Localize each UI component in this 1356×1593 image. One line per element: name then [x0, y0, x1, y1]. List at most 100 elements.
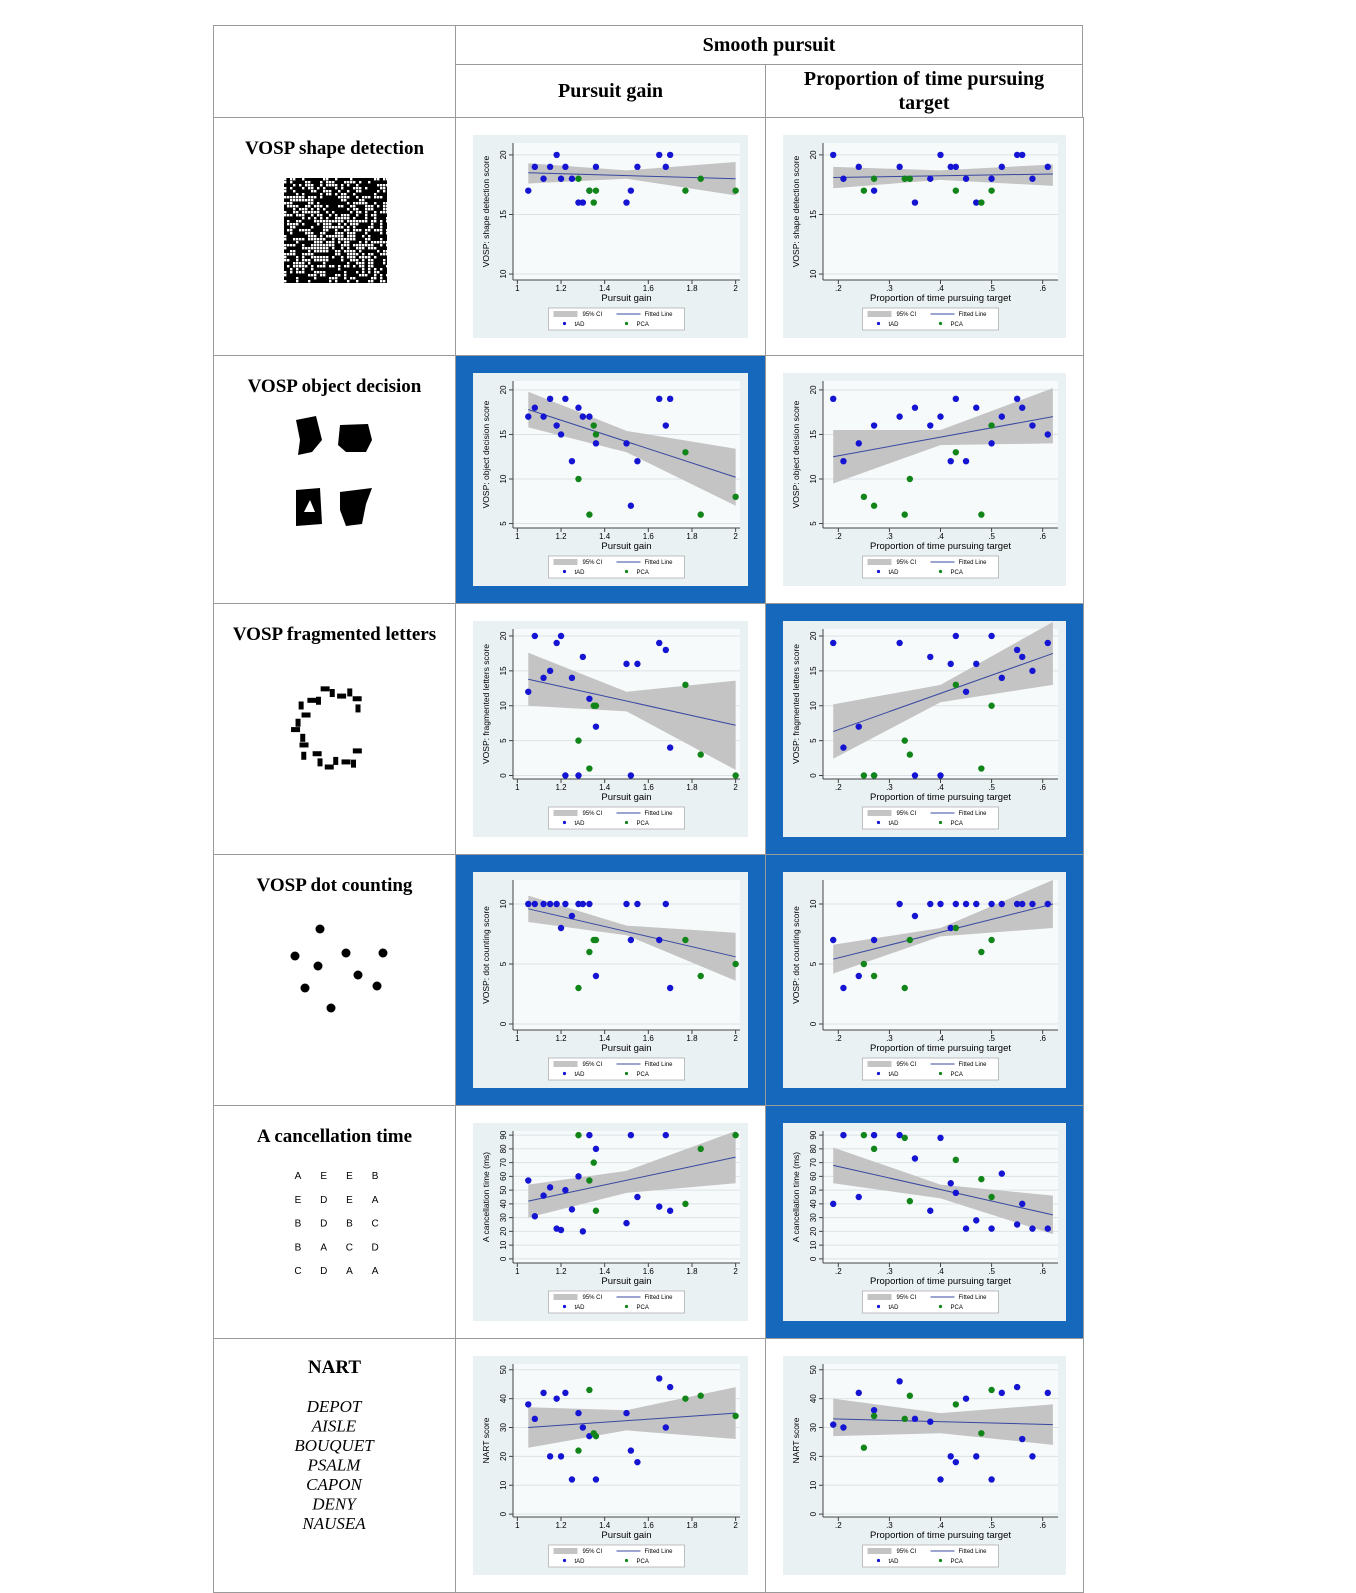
data-point	[540, 1192, 546, 1198]
data-point	[656, 152, 662, 158]
data-point	[988, 1476, 994, 1482]
x-tick-label: .6	[1039, 284, 1046, 293]
y-tick-label: 10	[499, 269, 508, 278]
legend-swatch	[877, 1559, 880, 1562]
data-point	[999, 1390, 1005, 1396]
data-point	[628, 187, 634, 193]
legend-label: Fitted Line	[959, 560, 988, 566]
data-point	[593, 1433, 599, 1439]
data-point	[540, 675, 546, 681]
y-tick-label: 10	[809, 474, 818, 483]
data-point	[896, 1378, 902, 1384]
data-point	[575, 1447, 581, 1453]
data-point	[1045, 901, 1051, 907]
data-point	[1019, 152, 1025, 158]
data-point	[978, 949, 984, 955]
data-point	[1045, 431, 1051, 437]
data-point	[937, 413, 943, 419]
y-axis-label: VOSP: shape detection score	[791, 155, 801, 267]
x-tick-label: .6	[1039, 1034, 1046, 1043]
data-point	[953, 633, 959, 639]
chart-cell: 0102030405011.21.41.61.82Pursuit gainNAR…	[455, 1338, 766, 1593]
x-tick-label: 1.2	[555, 783, 567, 792]
y-tick-label: 50	[499, 1365, 508, 1374]
data-point	[912, 913, 918, 919]
data-point	[1019, 405, 1025, 411]
data-point	[1029, 901, 1035, 907]
legend-swatch	[563, 1072, 566, 1075]
x-tick-label: 1.8	[686, 783, 698, 792]
y-tick-label: 10	[809, 1240, 818, 1249]
x-tick-label: 1.6	[643, 1521, 655, 1530]
chart-cell: 10152011.21.41.61.82Pursuit gainVOSP: sh…	[455, 117, 766, 356]
data-point	[525, 1401, 531, 1407]
data-point	[667, 396, 673, 402]
plot-area	[823, 143, 1058, 280]
legend-label: tAD	[575, 821, 586, 827]
scatter-chart: 010203040506070809011.21.41.61.82Pursuit…	[456, 1106, 765, 1338]
data-point	[525, 689, 531, 695]
data-point	[525, 187, 531, 193]
data-point	[871, 1146, 877, 1152]
data-point	[963, 176, 969, 182]
x-tick-label: .5	[988, 1267, 995, 1276]
data-point	[525, 901, 531, 907]
legend-label: 95% CI	[583, 1295, 603, 1301]
y-axis-label: A cancellation time (ms)	[481, 1152, 491, 1242]
x-tick-label: .3	[886, 783, 893, 792]
data-point	[540, 901, 546, 907]
x-tick-label: 1.2	[555, 532, 567, 541]
legend-label: 95% CI	[583, 811, 603, 817]
data-point	[978, 199, 984, 205]
x-tick-label: 1	[515, 1521, 520, 1530]
y-tick-label: 60	[499, 1171, 508, 1180]
x-tick-label: .5	[988, 532, 995, 541]
data-point	[656, 1375, 662, 1381]
y-tick-label: 0	[809, 1511, 818, 1516]
data-point	[667, 152, 673, 158]
data-point	[623, 1220, 629, 1226]
chart-cell: 05101520.2.3.4.5.6Proportion of time pur…	[765, 603, 1084, 855]
data-point	[558, 925, 564, 931]
data-point	[682, 1395, 688, 1401]
data-point	[553, 422, 559, 428]
data-point	[623, 1410, 629, 1416]
data-point	[1045, 640, 1051, 646]
data-point	[988, 633, 994, 639]
data-point	[628, 1447, 634, 1453]
data-point	[575, 405, 581, 411]
data-point	[896, 901, 902, 907]
data-point	[988, 440, 994, 446]
data-point	[871, 422, 877, 428]
y-tick-label: 0	[809, 1256, 818, 1261]
data-point	[988, 187, 994, 193]
data-point	[558, 431, 564, 437]
legend-label: tAD	[889, 821, 900, 827]
data-point	[948, 661, 954, 667]
y-tick-label: 20	[809, 1451, 818, 1460]
x-tick-label: 1.8	[686, 532, 698, 541]
x-tick-label: .6	[1039, 532, 1046, 541]
data-point	[553, 640, 559, 646]
x-tick-label: 2	[733, 1267, 738, 1276]
x-tick-label: 1.4	[599, 284, 611, 293]
legend-label: 95% CI	[897, 811, 917, 817]
legend-swatch	[877, 1305, 880, 1308]
x-tick-label: 2	[733, 532, 738, 541]
data-point	[953, 449, 959, 455]
y-tick-label: 10	[499, 1480, 508, 1489]
y-axis-label: VOSP: object decision score	[481, 400, 491, 508]
data-point	[656, 396, 662, 402]
x-tick-label: .2	[835, 1267, 842, 1276]
legend-swatch	[939, 1559, 942, 1562]
data-point	[623, 661, 629, 667]
legend-label: Fitted Line	[645, 811, 674, 817]
x-tick-label: .4	[937, 1034, 944, 1043]
data-point	[953, 164, 959, 170]
legend-label: Fitted Line	[645, 1062, 674, 1068]
legend-swatch	[554, 1548, 578, 1554]
legend-label: PCA	[951, 1559, 963, 1565]
